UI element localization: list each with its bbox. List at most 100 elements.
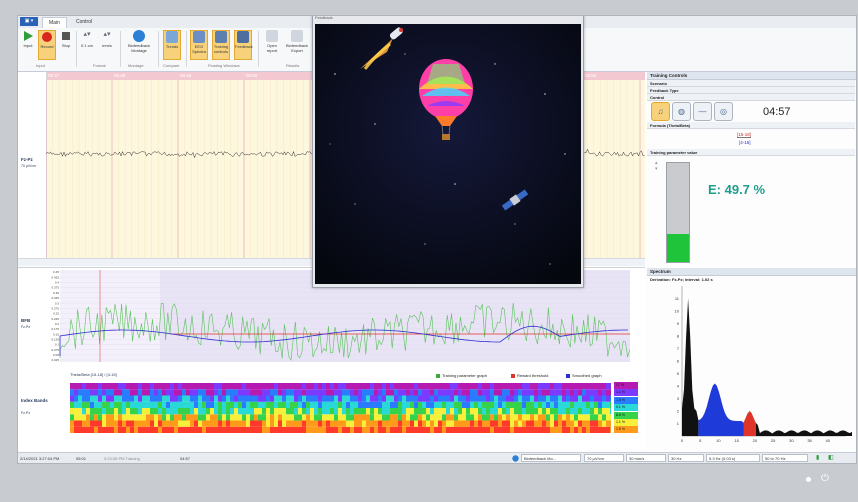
run-control-icon[interactable]: ♫ bbox=[651, 102, 670, 121]
legend-training-parameter: Training parameter graph bbox=[436, 373, 487, 378]
band-cell bbox=[254, 383, 258, 390]
spectrum-y-tick: 3 bbox=[677, 396, 680, 401]
biofeedback-export-button[interactable]: Biofeedback Export bbox=[286, 30, 308, 58]
tab-main[interactable]: Main bbox=[42, 17, 67, 28]
band-cell bbox=[162, 389, 166, 396]
low-filter-selector[interactable]: 30 Hz bbox=[668, 454, 704, 462]
band-cell bbox=[118, 420, 122, 427]
feedback-type-section[interactable]: Feedback Type bbox=[647, 87, 855, 94]
band-cell bbox=[546, 414, 550, 421]
input-button[interactable]: Input bbox=[20, 30, 36, 58]
speed-selector[interactable]: 30 mm/s bbox=[626, 454, 666, 462]
band-cell bbox=[446, 395, 450, 402]
band-cell bbox=[422, 420, 426, 427]
band-cell bbox=[458, 426, 462, 433]
band-cell bbox=[474, 408, 478, 415]
band-cell bbox=[198, 395, 202, 402]
band-cell bbox=[298, 401, 302, 408]
band-cell bbox=[258, 420, 262, 427]
band-cell bbox=[570, 395, 574, 402]
band-cell bbox=[374, 389, 378, 396]
band-cell bbox=[574, 420, 578, 427]
band-cell bbox=[218, 389, 222, 396]
smoothed-line bbox=[59, 325, 628, 356]
high-filter-selector[interactable]: 50 to 70 Hz bbox=[762, 454, 808, 462]
trend-y-tick: 0.075 bbox=[51, 348, 59, 352]
band-cell bbox=[74, 395, 78, 402]
band-cell bbox=[582, 414, 586, 421]
band-cell bbox=[542, 414, 546, 421]
band-cell bbox=[462, 426, 466, 433]
scenario-section[interactable]: Scenario bbox=[647, 80, 855, 87]
band-cell bbox=[370, 426, 374, 433]
control-section[interactable]: Control bbox=[647, 94, 855, 101]
band-cell bbox=[146, 414, 150, 421]
speed-stepper[interactable]: ▴▾ mm/s bbox=[102, 31, 112, 48]
training-controls-button[interactable]: Training controls bbox=[212, 30, 230, 60]
record-icon bbox=[41, 31, 53, 43]
band-cell bbox=[278, 414, 282, 421]
record-button[interactable]: Record bbox=[38, 30, 56, 60]
band-cell bbox=[606, 408, 610, 415]
band-cell bbox=[122, 395, 126, 402]
band-cell bbox=[442, 414, 446, 421]
band-cell bbox=[338, 401, 342, 408]
biofeedback-montage-button[interactable]: Biofeedback Montage bbox=[124, 30, 154, 58]
band-cell bbox=[318, 414, 322, 421]
time-constant-selector[interactable]: 5.3 Hz (0.03 s) bbox=[706, 454, 760, 462]
band-cell bbox=[598, 414, 602, 421]
feedback-button[interactable]: Feedback bbox=[234, 30, 253, 60]
trends-button[interactable]: Trends bbox=[163, 30, 181, 60]
band-cell bbox=[202, 408, 206, 415]
amplitude-stepper[interactable]: ▴▾ 0.1 cm bbox=[80, 31, 93, 48]
app-menu-button[interactable]: ▣ ▾ bbox=[20, 17, 38, 26]
band-cell bbox=[334, 420, 338, 427]
band-cell bbox=[586, 414, 590, 421]
band-cell bbox=[74, 389, 78, 396]
feedback-window[interactable]: Feedback bbox=[312, 16, 584, 288]
tab-control[interactable]: Control bbox=[76, 19, 93, 25]
reset-control-icon[interactable]: ◎ bbox=[714, 102, 733, 121]
band-cell bbox=[154, 383, 158, 390]
band-cell bbox=[446, 408, 450, 415]
band-cell bbox=[486, 401, 490, 408]
parameter-value: E: 49.7 % bbox=[708, 182, 766, 197]
band-cell bbox=[202, 395, 206, 402]
pause-control-icon[interactable]: ◍ bbox=[672, 102, 691, 121]
open-report-button[interactable]: Open report bbox=[264, 30, 280, 58]
band-cell bbox=[238, 389, 242, 396]
band-cell bbox=[226, 408, 230, 415]
eeg-spectra-button[interactable]: EEG Spectra bbox=[190, 30, 208, 60]
band-cell bbox=[490, 383, 494, 390]
band-cell bbox=[442, 383, 446, 390]
band-cell bbox=[506, 414, 510, 421]
band-cell bbox=[234, 389, 238, 396]
band-cell bbox=[442, 420, 446, 427]
gauge-scroll[interactable]: ▴ ▾ bbox=[655, 160, 658, 172]
band-cell bbox=[598, 426, 602, 433]
band-percent-label: 1.5 % bbox=[614, 396, 638, 404]
stop-button[interactable]: Stop bbox=[58, 30, 74, 58]
band-cell bbox=[530, 389, 534, 396]
band-cell bbox=[494, 395, 498, 402]
band-cell bbox=[150, 426, 154, 433]
band-cell bbox=[326, 395, 330, 402]
band-cell bbox=[286, 426, 290, 433]
band-cell bbox=[98, 383, 102, 390]
band-cell bbox=[474, 389, 478, 396]
montage-selector[interactable]: Biofeedback Mo... bbox=[521, 454, 581, 462]
band-cell bbox=[242, 389, 246, 396]
stop-control-icon[interactable]: — bbox=[693, 102, 712, 121]
band-cell bbox=[282, 426, 286, 433]
band-cell bbox=[350, 401, 354, 408]
band-cell bbox=[270, 420, 274, 427]
scale-selector[interactable]: 70 µV/cm bbox=[584, 454, 624, 462]
band-cell bbox=[314, 389, 318, 396]
band-cell bbox=[190, 395, 194, 402]
band-cell bbox=[94, 408, 98, 415]
band-cell bbox=[346, 401, 350, 408]
band-cell bbox=[454, 408, 458, 415]
band-cell bbox=[482, 408, 486, 415]
power-icon[interactable]: ⏻ bbox=[821, 473, 829, 484]
band-cell bbox=[126, 395, 130, 402]
